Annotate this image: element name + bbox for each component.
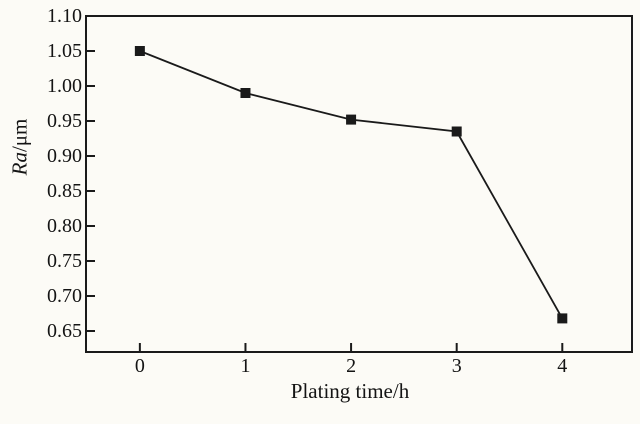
y-tick-label: 1.05 xyxy=(47,40,82,62)
x-tick-label: 3 xyxy=(451,355,462,377)
data-point-marker xyxy=(240,88,251,98)
y-tick-label: 0.85 xyxy=(47,180,82,202)
y-tick-label: 0.70 xyxy=(47,285,82,307)
x-tick-label: 0 xyxy=(134,355,145,377)
y-tick-label: 0.65 xyxy=(47,320,82,342)
y-tick-label: 0.80 xyxy=(47,215,82,237)
x-axis-label: Plating time/h xyxy=(290,379,410,403)
data-point-marker xyxy=(346,114,357,125)
data-point-marker xyxy=(451,126,462,137)
data-point-marker xyxy=(134,46,145,56)
y-tick-label: 0.95 xyxy=(47,110,82,132)
y-tick-label: 1.10 xyxy=(47,5,82,27)
x-tick-label: 2 xyxy=(346,355,357,377)
data-line xyxy=(139,50,564,319)
axis-frame xyxy=(85,15,633,353)
y-tick-label: 1.00 xyxy=(47,75,82,97)
y-tick-label: 0.90 xyxy=(47,145,82,167)
x-tick-label: 4 xyxy=(557,355,568,377)
y-tick-label: 0.75 xyxy=(47,250,82,272)
data-point-marker xyxy=(557,313,568,324)
x-tick-label: 1 xyxy=(240,355,251,377)
